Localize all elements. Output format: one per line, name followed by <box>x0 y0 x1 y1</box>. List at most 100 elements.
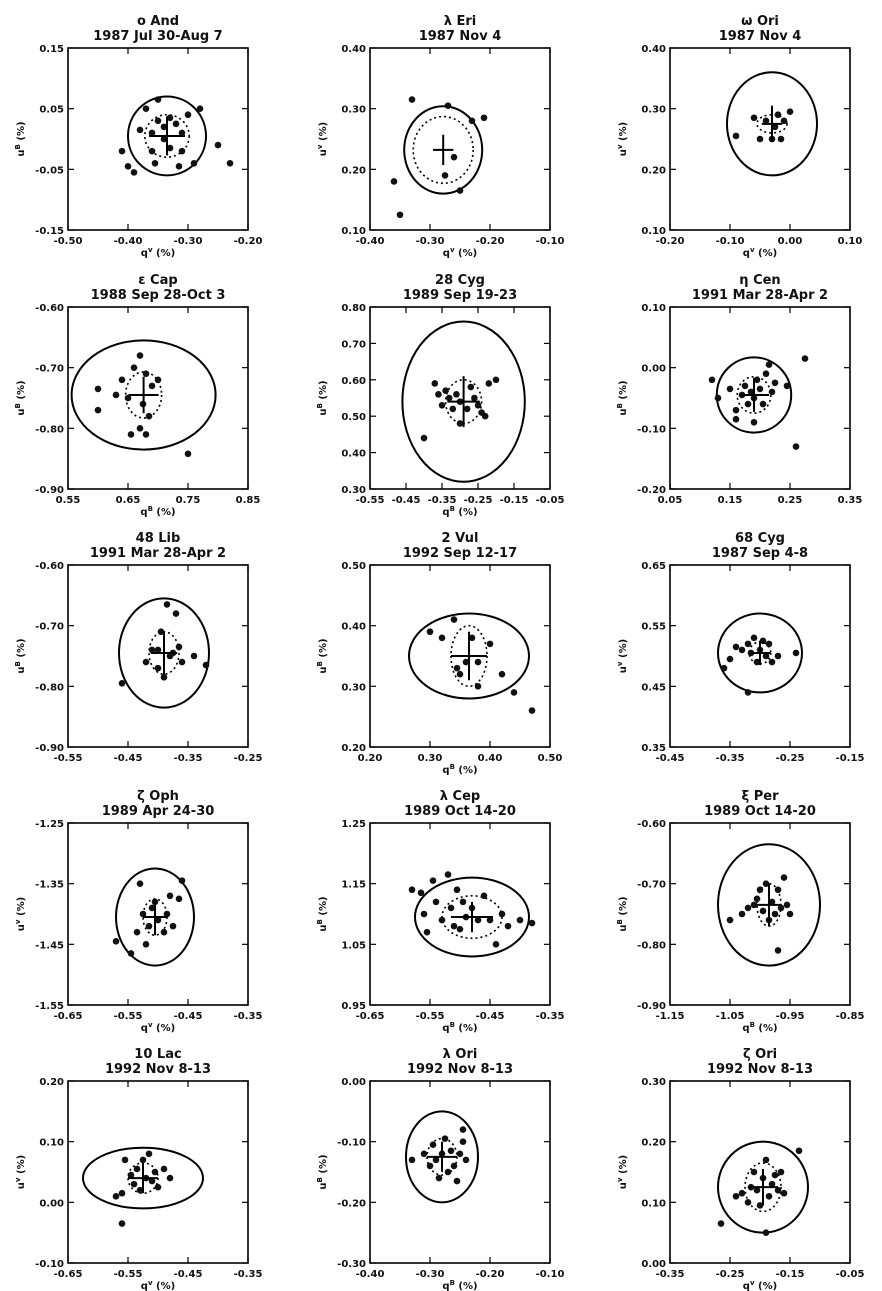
data-point <box>172 120 180 128</box>
panel-title: 68 Cyg <box>735 531 785 546</box>
data-point <box>726 385 734 393</box>
data-point <box>438 401 446 409</box>
data-point <box>759 400 767 408</box>
data-point <box>717 1220 725 1227</box>
data-point <box>127 1171 135 1179</box>
y-tick-label: -1.45 <box>35 940 64 951</box>
y-axis-label: uv (%) <box>14 1155 27 1189</box>
data-point <box>444 1168 452 1176</box>
data-point <box>468 634 476 642</box>
data-point <box>175 163 183 170</box>
data-point <box>136 425 144 432</box>
y-tick-label: -0.80 <box>637 940 666 951</box>
x-tick-label: 0.30 <box>418 753 443 764</box>
data-point <box>774 111 782 119</box>
y-tick-label: -0.10 <box>337 1138 366 1149</box>
x-tick-label: -0.45 <box>392 495 421 506</box>
plot-frame <box>369 822 551 1006</box>
outer-ellipse <box>70 339 217 451</box>
data-point <box>112 391 120 399</box>
data-point <box>762 880 770 887</box>
data-point <box>166 892 174 900</box>
data-point <box>151 1168 159 1176</box>
data-point <box>196 105 204 112</box>
data-point <box>750 114 758 122</box>
data-point <box>442 387 449 395</box>
data-point <box>459 1126 467 1133</box>
data-point <box>516 916 524 924</box>
data-point <box>471 394 478 402</box>
data-point <box>750 1168 758 1176</box>
y-tick-label: 0.30 <box>341 485 366 496</box>
data-point <box>124 394 132 402</box>
x-tick-label: 0.35 <box>838 495 863 506</box>
plot-frame <box>669 822 851 1006</box>
data-point <box>142 431 150 438</box>
data-point <box>94 385 102 393</box>
data-point <box>474 683 482 690</box>
outer-ellipse <box>401 320 526 483</box>
y-tick-label: 0.05 <box>39 105 64 116</box>
data-point <box>160 135 168 143</box>
y-tick-label: 0.30 <box>641 105 666 116</box>
data-point <box>432 1156 440 1164</box>
x-tick-label: 0.25 <box>778 495 803 506</box>
data-point <box>762 652 770 660</box>
y-tick-label: 0.65 <box>641 561 666 572</box>
panel-date: 1989 Oct 14-20 <box>704 804 816 819</box>
data-point <box>528 919 536 927</box>
x-tick-label: -0.40 <box>356 236 385 247</box>
data-point <box>417 889 425 897</box>
data-point <box>462 1156 470 1164</box>
x-axis-label: qv (%) <box>141 1021 175 1034</box>
data-point <box>792 443 800 450</box>
data-point <box>429 1141 437 1148</box>
y-axis-label: uB (%) <box>616 380 629 415</box>
x-tick-label: -0.35 <box>174 753 203 764</box>
panel-title: λ Cep <box>440 789 480 804</box>
data-point <box>160 928 168 936</box>
data-point <box>771 910 779 918</box>
x-axis-label: qB (%) <box>442 1021 477 1034</box>
panel-title: η Cen <box>739 273 780 288</box>
y-tick-label: -0.70 <box>35 364 64 375</box>
data-point <box>498 670 506 678</box>
plot-frame <box>369 306 551 490</box>
panel-title: ζ Ori <box>743 1047 777 1062</box>
data-point <box>756 135 764 143</box>
x-tick-label: 0.40 <box>478 753 503 764</box>
data-point <box>510 689 518 696</box>
x-tick-label: -0.55 <box>416 1011 445 1022</box>
plot-frame <box>669 47 851 231</box>
data-point <box>474 658 482 666</box>
data-point <box>423 928 431 936</box>
data-point <box>226 159 234 167</box>
data-point <box>456 1150 464 1158</box>
data-point <box>154 117 162 125</box>
data-point <box>744 904 752 912</box>
y-tick-label: 1.05 <box>341 940 366 951</box>
data-point <box>777 1168 785 1176</box>
data-point <box>148 904 156 912</box>
y-axis-label: uB (%) <box>316 896 329 931</box>
data-point <box>467 383 475 391</box>
data-point <box>426 1162 434 1170</box>
data-point <box>744 689 752 696</box>
data-point <box>118 680 126 687</box>
panel-date: 1992 Sep 12-17 <box>403 546 517 561</box>
data-point <box>420 910 428 918</box>
data-point <box>145 922 153 930</box>
y-tick-label: 0.30 <box>341 682 366 693</box>
data-point <box>148 129 156 137</box>
y-axis-label: uB (%) <box>14 121 27 156</box>
panel-title: λ Eri <box>444 14 477 29</box>
data-point <box>744 400 752 408</box>
data-point <box>786 910 794 918</box>
y-tick-label: 0.20 <box>341 743 366 754</box>
